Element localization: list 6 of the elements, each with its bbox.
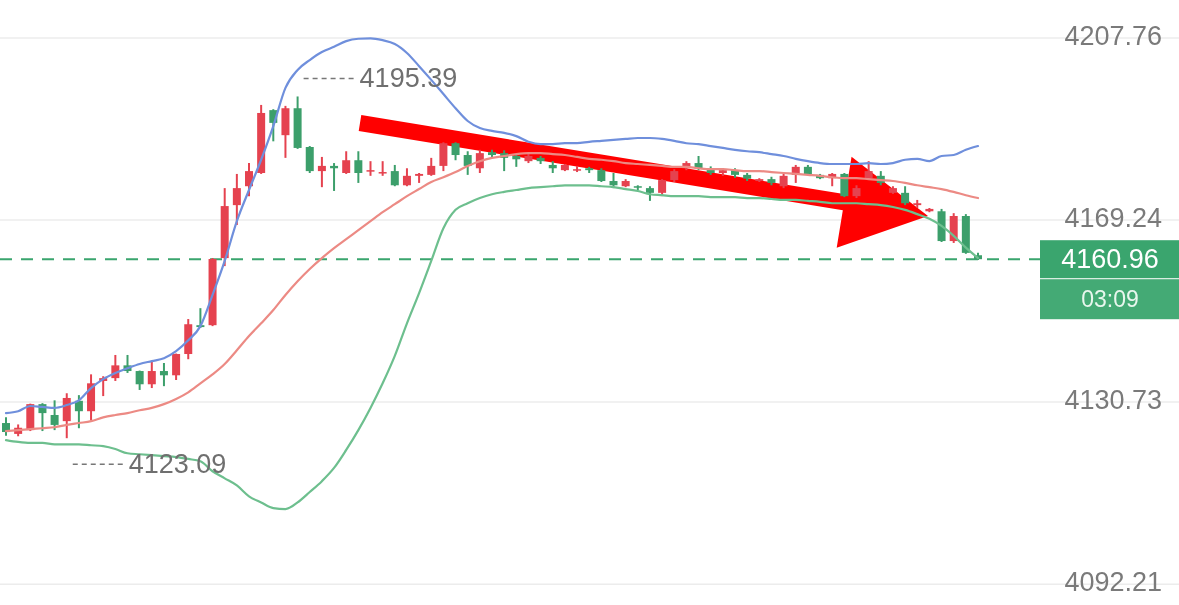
y-tick-label: 4207.76 xyxy=(1064,21,1162,52)
ref-line-label: 4160.96 xyxy=(1061,244,1159,275)
y-tick-label: 4169.24 xyxy=(1064,203,1162,234)
y-tick-label: 4130.73 xyxy=(1064,385,1162,416)
text: 03:09 xyxy=(1081,286,1139,313)
y-tick-label: 4092.21 xyxy=(1064,567,1162,598)
